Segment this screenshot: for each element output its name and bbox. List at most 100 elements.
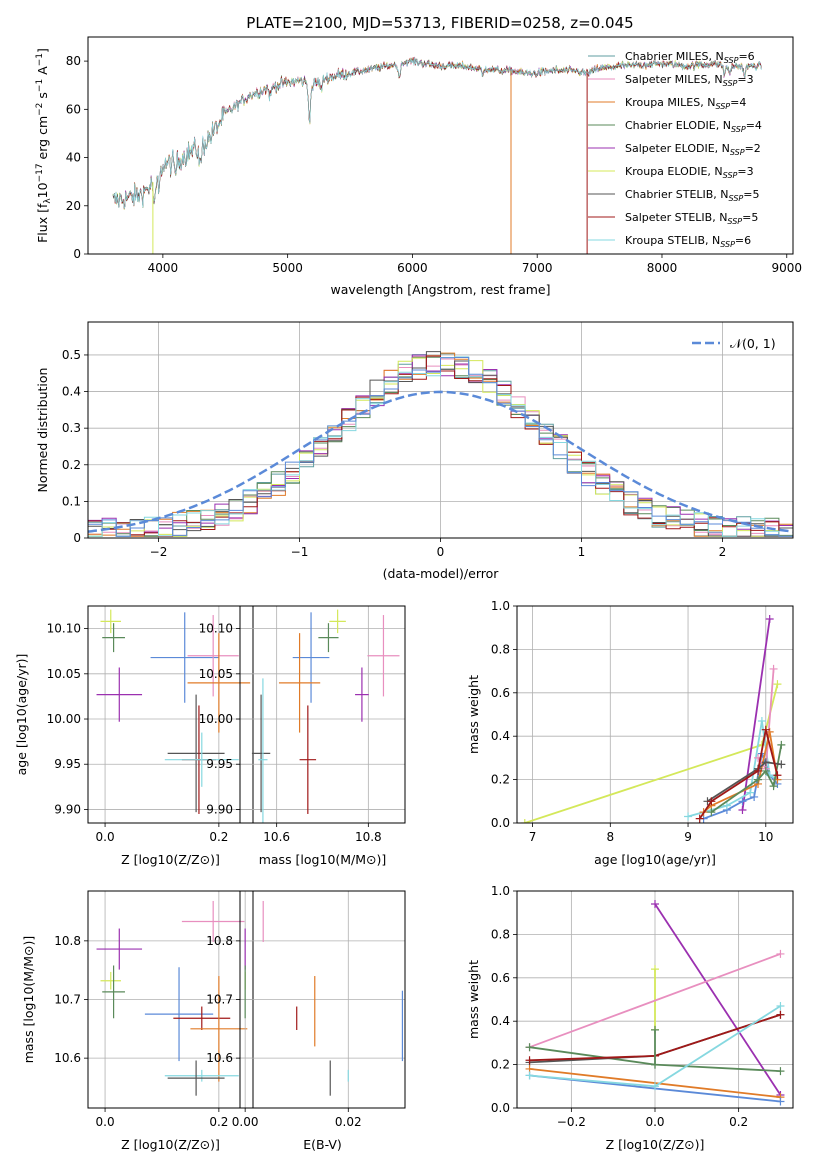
y-tick-label: 40 [66, 151, 81, 165]
weight-marker [765, 615, 774, 624]
y-tick-label: 9.90 [206, 802, 233, 816]
y-axis-label: mass weight [466, 960, 481, 1039]
weight-marker [776, 1002, 785, 1011]
weight-marker [525, 1056, 534, 1065]
y-tick-label: 10.00 [199, 712, 233, 726]
weight-marker [746, 788, 755, 797]
panel-age_mass: 10.6 10.8 9.90 9.95 10.00 10.05 10.10 mass [log… [199, 605, 406, 867]
normal-curve [88, 390, 793, 533]
legend-entry-kroupa_stelib: Kroupa STELIB, NSSP=6 [625, 234, 751, 249]
spectrum-line-kroupa_stelib [112, 57, 762, 210]
weight-marker [761, 725, 770, 734]
errorbar-point-salpeter_stelib [173, 1006, 231, 1030]
plot-area [88, 891, 253, 1108]
errorbar-point-kroupa_miles [278, 633, 321, 733]
x-tick-label: 5000 [272, 261, 303, 275]
y-axis-label: Normed distribution [35, 368, 50, 493]
errorbar-point-chabrier_stelib [251, 694, 271, 813]
weight-marker [651, 900, 659, 909]
x-axis-label: wavelength [Angstrom, rest frame] [330, 282, 550, 297]
weight-marker [777, 740, 786, 749]
x-axis-label: E(B-V) [303, 1137, 342, 1152]
x-tick-label: 7 [529, 830, 537, 844]
errorbar-point-kroupa_miles [190, 976, 248, 1082]
weight-marker [761, 766, 770, 775]
errorbar-point-salpeter_stelib [299, 705, 317, 814]
plot-area [240, 606, 405, 823]
weight-marker [761, 758, 770, 767]
x-tick-label: 10.8 [355, 830, 382, 844]
x-tick-label: 0.2 [209, 1115, 228, 1129]
plot-area [517, 605, 793, 824]
panel-mass_ebv: 0.00 0.02 10.6 10.7 10.8 E(B-V) [206, 890, 406, 1152]
panel-weight_age: 7 8 9 10 0.0 0.2 0.4 0.6 0.8 1.0 age [log10(age/yr… [466, 599, 794, 867]
x-tick-label: −1 [291, 545, 309, 559]
errorbar-point-kroupa_elodie [100, 971, 121, 990]
weight-marker [738, 797, 747, 806]
x-tick-label: −2 [150, 545, 168, 559]
y-tick-label: 9.95 [54, 757, 81, 771]
y-tick-label: 10.8 [54, 934, 81, 948]
weight-marker [769, 782, 778, 791]
weight-marker [777, 760, 786, 769]
errorbar-point-salpeter_elodie [96, 667, 143, 722]
plot-area [88, 606, 253, 823]
weight-marker [525, 1043, 534, 1052]
errorbar-point-salpeter_miles [181, 900, 245, 943]
histogram-extra_blue [88, 357, 793, 537]
x-axis-label: age [log10(age/yr)] [594, 852, 716, 867]
x-axis-label: mass [log10(M/M⊙)] [259, 852, 387, 867]
errorbar-point-kroupa_stelib [164, 1069, 239, 1082]
x-tick-label: 0.00 [232, 1115, 259, 1129]
y-tick-label: 10.6 [206, 1051, 233, 1065]
x-tick-label: 4000 [148, 261, 179, 275]
plot-content [96, 900, 248, 1096]
y-tick-label: 10.6 [54, 1051, 81, 1065]
errorbar-point-chabrier_elodie [318, 623, 339, 653]
weight-marker [776, 949, 785, 958]
x-axis-label: Z [log10(Z/Z⊙)] [606, 1137, 705, 1152]
y-tick-label: 60 [66, 102, 81, 116]
weight-marker [750, 792, 759, 801]
legend-entry-salpeter_stelib: Salpeter STELIB, NSSP=5 [625, 211, 758, 226]
y-tick-label: 0.0 [491, 1101, 510, 1115]
y-axis-label: mass weight [466, 675, 481, 754]
weight-marker [707, 808, 716, 817]
y-tick-label: 9.90 [54, 802, 81, 816]
y-tick-label: 0 [73, 247, 81, 261]
x-tick-label: 0.2 [729, 1115, 748, 1129]
y-tick-label: 10.05 [47, 667, 81, 681]
errorbar-point-extra_blue [150, 612, 219, 703]
y-tick-label: 0.0 [491, 816, 510, 830]
plot-content [244, 900, 404, 1096]
legend-entry-chabrier_elodie: Chabrier ELODIE, NSSP=4 [625, 119, 762, 134]
legend-entry-salpeter_miles: Salpeter MILES, NSSP=3 [625, 73, 754, 88]
errorbar-point-kroupa_stelib [258, 678, 268, 823]
errorbar-point-chabrier_elodie [102, 623, 125, 653]
errorbar-point-extra_blue [144, 967, 214, 1062]
x-tick-label: 10.6 [263, 830, 290, 844]
y-tick-label: 10.7 [54, 993, 81, 1007]
plot-content [251, 609, 400, 823]
weight-marker [738, 805, 747, 814]
weight-marker [651, 965, 659, 974]
plot-content [88, 351, 793, 537]
panel-spectrum: 4000 5000 6000 7000 8000 9000 0 20 40 60 80 wavelen… [35, 36, 802, 297]
x-tick-label: 9000 [771, 261, 802, 275]
x-tick-label: 10 [758, 830, 773, 844]
y-tick-label: 0.8 [491, 927, 510, 941]
x-axis-label: Z [log10(Z/Z⊙)] [121, 1137, 220, 1152]
y-tick-label: 0 [73, 531, 81, 545]
y-tick-label: 0.4 [491, 1014, 510, 1028]
x-tick-label: 0.02 [335, 1115, 362, 1129]
weight-marker [651, 1025, 659, 1034]
plot-content [96, 609, 251, 814]
y-axis-label: Flux [fλ10−17 erg cm−2 s−1 A−1] [35, 48, 53, 243]
legend-entry-chabrier_miles: Chabrier MILES, NSSP=6 [625, 50, 755, 65]
legend-entry-kroupa_miles: Kroupa MILES, NSSP=4 [625, 96, 746, 111]
legend: Chabrier MILES, NSSP=6 Salpeter MILES, NS… [588, 50, 762, 249]
weight-marker [754, 775, 763, 784]
x-tick-label: 1 [578, 545, 586, 559]
y-tick-label: 0.6 [491, 971, 510, 985]
